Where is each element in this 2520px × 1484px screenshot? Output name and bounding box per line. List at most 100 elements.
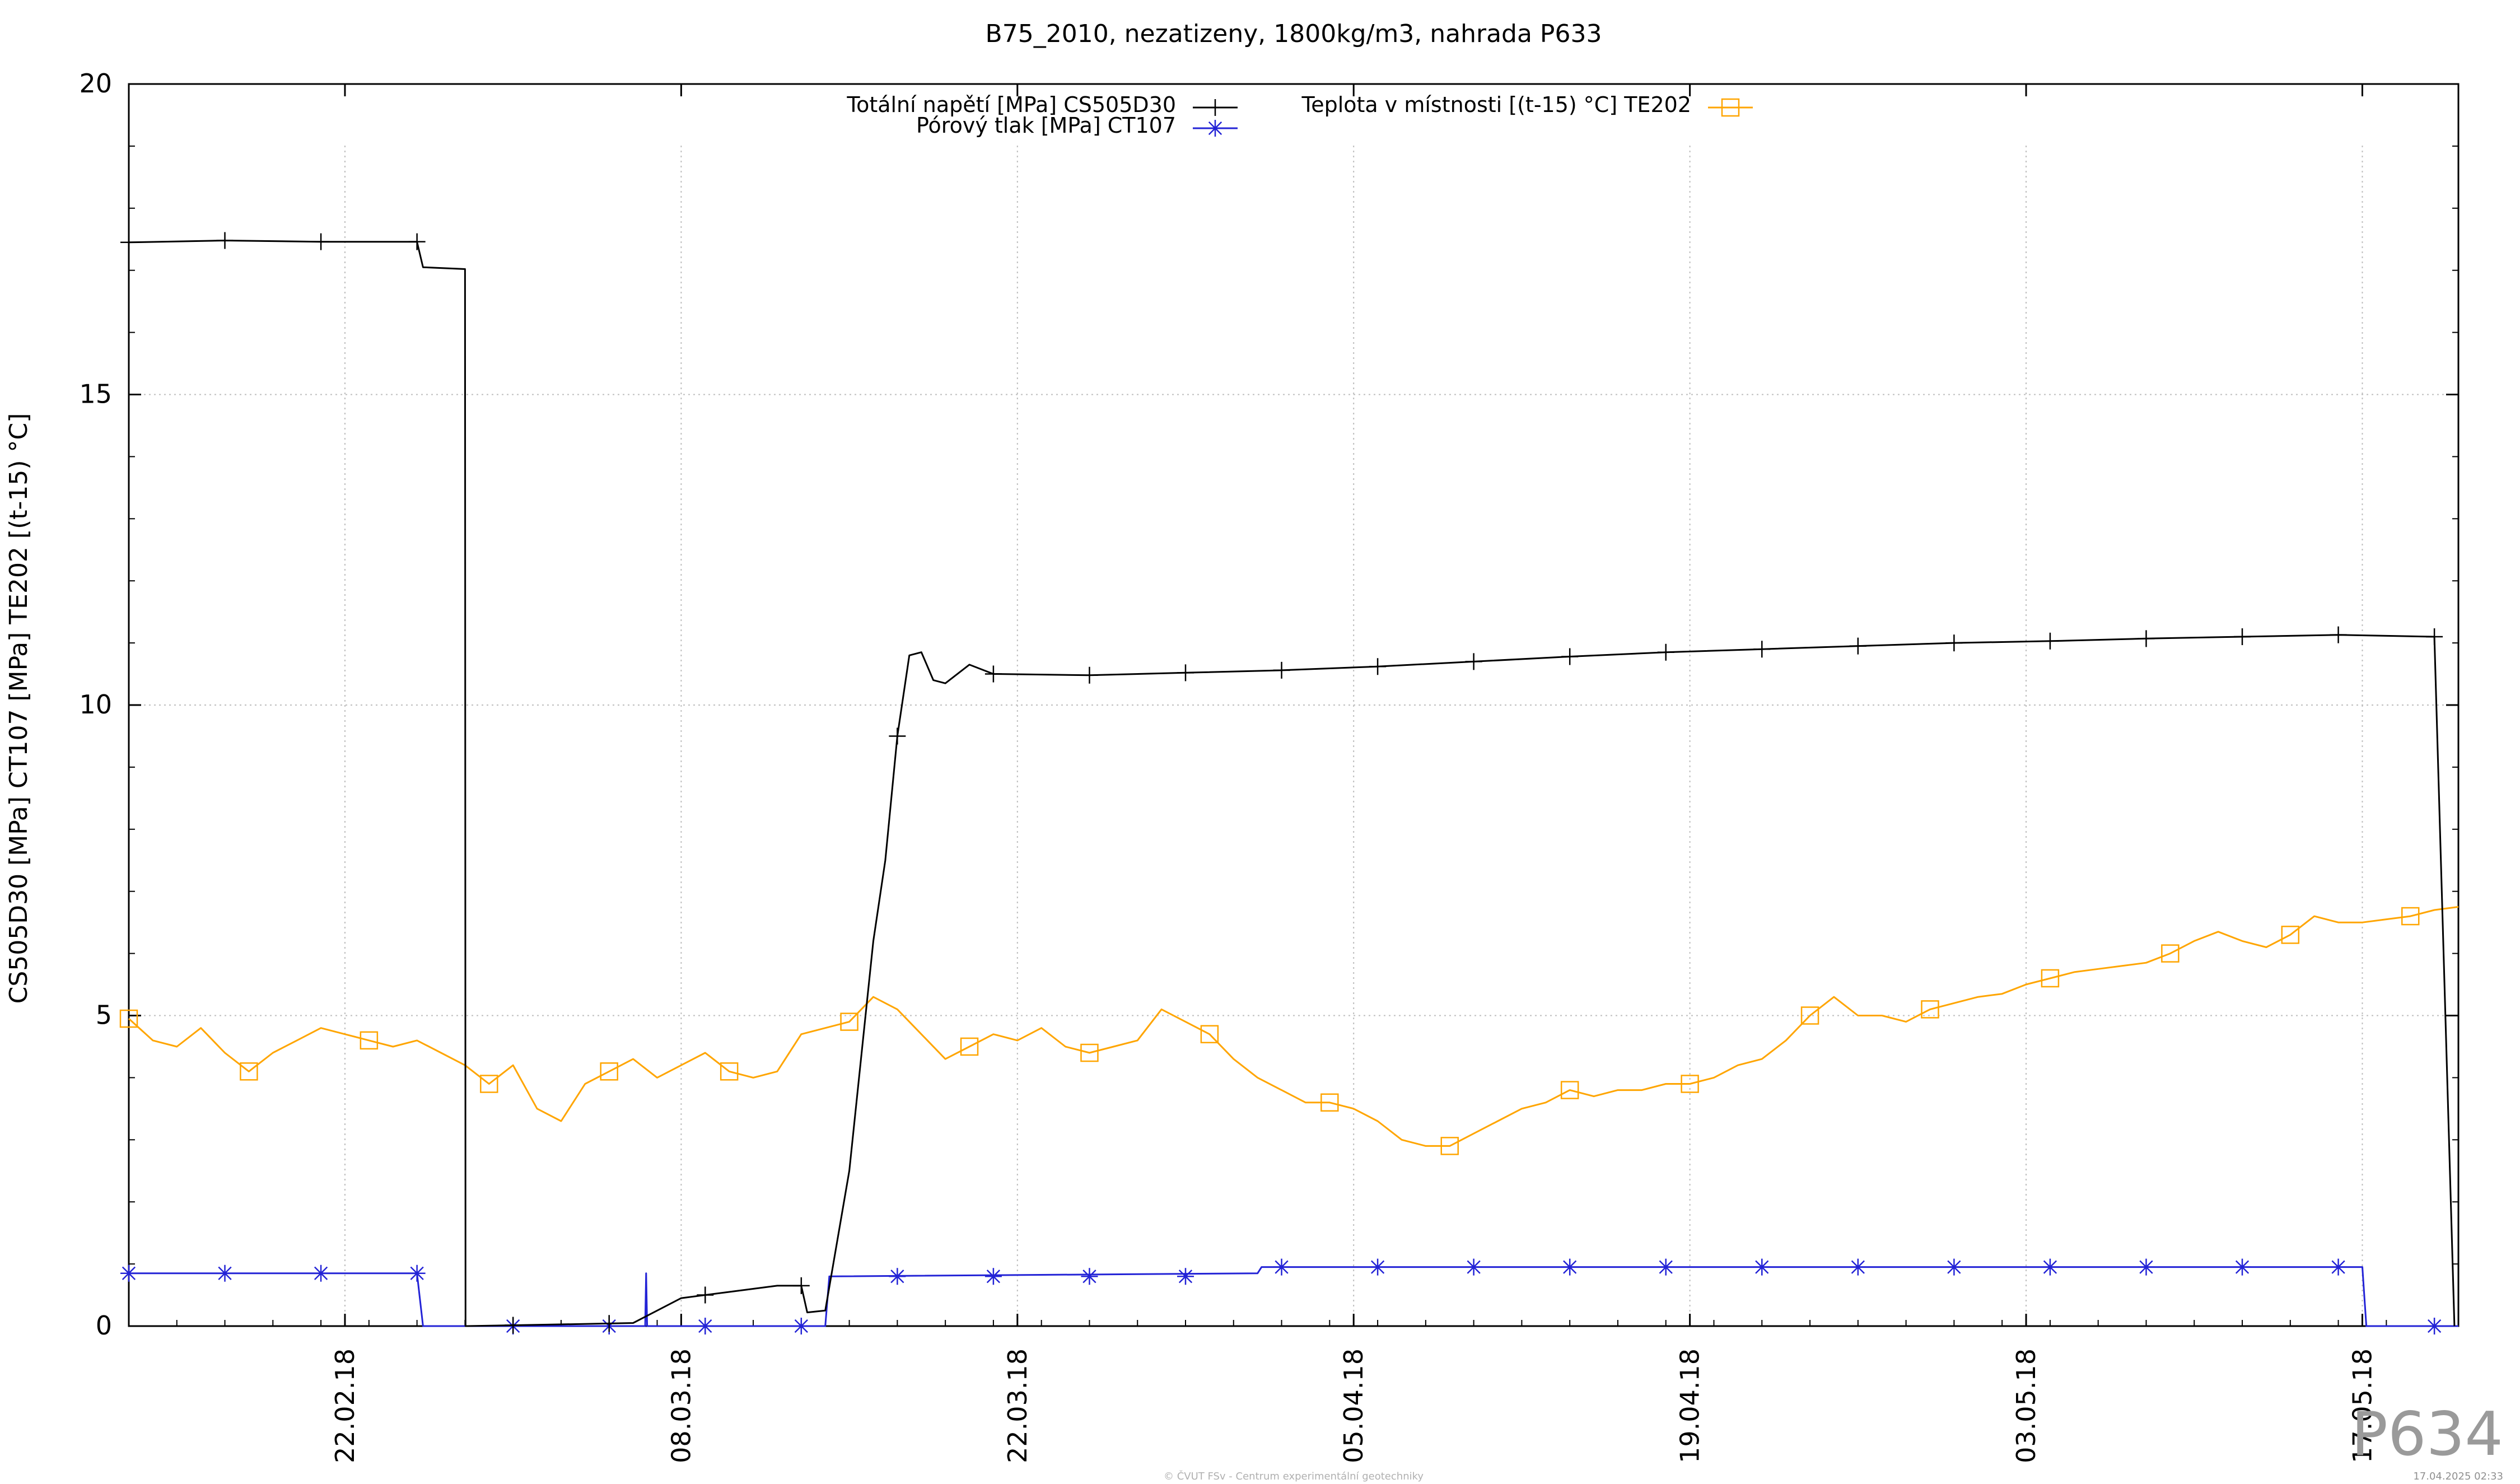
data-point	[1561, 648, 1579, 665]
data-point	[792, 1277, 810, 1294]
data-point	[840, 1012, 858, 1031]
data-point	[600, 1062, 618, 1081]
data-point	[2330, 1258, 2347, 1276]
data-point	[360, 1031, 379, 1050]
data-point	[1800, 1006, 1819, 1025]
y-axis-label: CS505D30 [MPa] CT107 [MPa] TE202 [(t-15)…	[4, 413, 33, 1004]
x-tick-label: 08.03.18	[666, 1348, 696, 1463]
data-point	[2330, 626, 2347, 643]
copyright-text: © ČVUT FSv - Centrum experimentální geot…	[1164, 1470, 1424, 1482]
data-point	[792, 1318, 810, 1334]
timestamp-text: 17.04.2025 02:33	[2413, 1471, 2503, 1482]
data-point	[1465, 653, 1482, 670]
data-point	[2138, 1258, 2155, 1276]
series-line	[128, 906, 2459, 1147]
x-tick-label: 22.03.18	[1002, 1348, 1033, 1463]
data-point	[1945, 1258, 1963, 1276]
legend-label: Teplota v místnosti [(t-15) °C] TE202	[1301, 92, 1691, 117]
data-point	[1561, 1258, 1579, 1276]
x-axis: 22.02.18 08.03.18 22.03.18 05.04.18 19.04.18…	[128, 84, 2435, 1463]
data-point	[216, 1264, 234, 1282]
data-point	[2041, 632, 2059, 650]
data-point	[984, 665, 1002, 683]
data-point	[1369, 658, 1387, 675]
data-point	[2161, 944, 2180, 963]
data-point	[1177, 1268, 1194, 1285]
x-tick-label: 22.02.18	[330, 1348, 360, 1463]
data-point	[1560, 1081, 1579, 1099]
y-tick-label: 15	[79, 379, 112, 409]
data-point	[505, 1317, 522, 1334]
data-point	[2426, 628, 2443, 646]
data-point	[2234, 628, 2251, 646]
data-point	[2281, 926, 2300, 944]
y-tick-label: 5	[96, 1000, 112, 1030]
data-point	[720, 1062, 739, 1081]
x-tick-label: 05.04.18	[1338, 1348, 1369, 1463]
series-pore-pressure	[120, 1258, 2458, 1334]
data-point	[408, 1264, 426, 1282]
data-point	[889, 727, 906, 745]
x-tick-label: 19.04.18	[1675, 1348, 1705, 1463]
data-point	[1200, 1025, 1219, 1044]
y-tick-label: 20	[79, 68, 112, 99]
data-point	[2426, 1318, 2443, 1334]
y-tick-label: 0	[96, 1310, 112, 1341]
data-point	[1657, 1258, 1674, 1276]
x-tick-label: 03.05.18	[2011, 1348, 2041, 1463]
data-point	[312, 1264, 330, 1282]
data-point	[1320, 1093, 1339, 1112]
data-point	[119, 1009, 138, 1028]
data-point	[1081, 1268, 1098, 1285]
data-point	[1657, 643, 1674, 661]
chart-title: B75_2010, nezatizeny, 1800kg/m3, nahrada…	[986, 20, 1602, 48]
data-point	[697, 1286, 714, 1304]
data-point	[697, 1318, 714, 1334]
data-point	[1945, 634, 1963, 652]
data-point	[1177, 664, 1194, 682]
series-group	[119, 232, 2459, 1334]
legend-label: Pórový tlak [MPa] CT107	[916, 113, 1176, 138]
data-point	[1849, 1258, 1866, 1276]
data-point	[2138, 630, 2155, 647]
series-line	[129, 1266, 2458, 1327]
data-point	[1273, 661, 1290, 679]
legend-marker	[1207, 120, 1224, 137]
data-point	[2401, 907, 2420, 926]
data-point	[960, 1037, 979, 1056]
data-point	[1081, 666, 1098, 684]
data-point	[2041, 969, 2060, 988]
data-point	[1753, 1258, 1771, 1276]
grid	[129, 146, 2458, 1326]
data-point	[1465, 1258, 1482, 1276]
data-point	[408, 233, 426, 250]
data-point	[889, 1268, 906, 1285]
data-point	[312, 233, 330, 250]
series-temperature	[119, 906, 2459, 1155]
data-point	[2041, 1258, 2059, 1276]
series-total-stress	[120, 232, 2456, 1334]
legend-label: Totální napětí [MPa] CS505D30	[846, 92, 1176, 117]
data-point	[216, 232, 234, 249]
x-tick-label: 17.05.18	[2347, 1348, 2377, 1463]
data-point	[984, 1268, 1002, 1285]
data-point	[480, 1075, 498, 1093]
data-point	[1681, 1075, 1699, 1093]
data-point	[1849, 637, 1866, 655]
data-point	[120, 1264, 137, 1282]
legend-marker	[1721, 98, 1740, 117]
legend-marker	[1207, 99, 1224, 116]
data-point	[2234, 1258, 2251, 1276]
data-point	[600, 1315, 618, 1332]
data-point	[240, 1062, 258, 1081]
data-point	[1080, 1043, 1099, 1062]
data-point	[1369, 1258, 1387, 1276]
data-point	[1273, 1258, 1290, 1276]
data-point	[120, 234, 137, 251]
y-tick-label: 10	[79, 689, 112, 720]
sensor-id-label: P634	[2351, 1399, 2503, 1469]
data-point	[1921, 1000, 1939, 1019]
series-line	[128, 240, 2456, 1327]
